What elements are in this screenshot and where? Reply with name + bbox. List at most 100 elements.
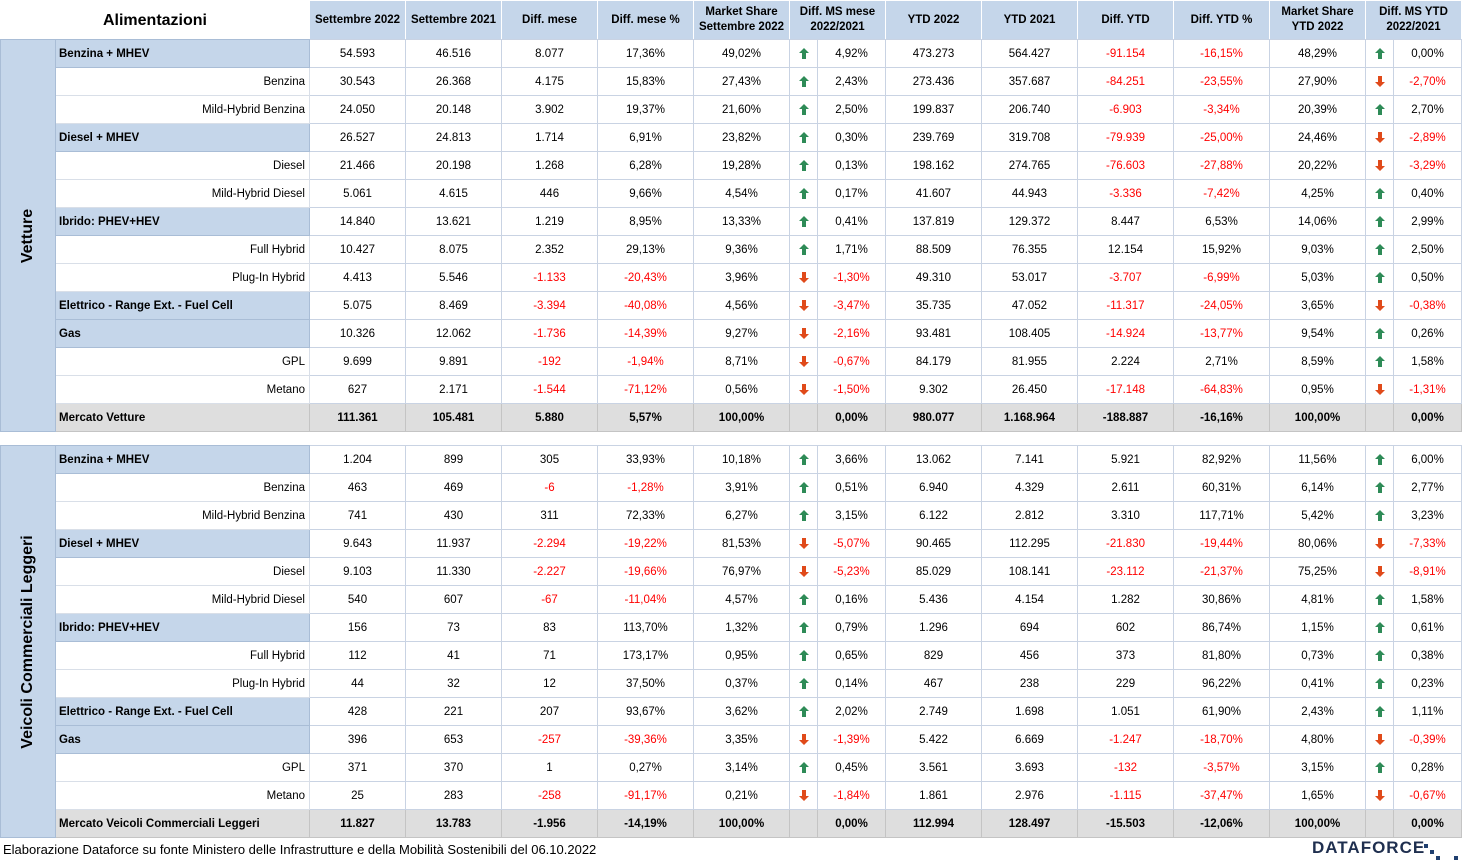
table-row: Plug-In Hybrid 4.413 5.546 -1.133 -20,43% 3,9…: [1, 263, 1462, 292]
column-header: Alimentazioni Settembre 2022 Settembre 20…: [0, 0, 1462, 40]
trend-cell: [1365, 291, 1394, 320]
value-cell: 4,25%: [1269, 179, 1366, 208]
value-cell: 0,37%: [693, 669, 790, 698]
value-cell: -67: [501, 585, 598, 614]
value-cell: -13,77%: [1173, 319, 1270, 348]
column-header-cell: Diff. mese %: [597, 0, 694, 40]
arrow-up-icon: [1374, 649, 1385, 661]
column-header-text: YTD 2021: [1003, 13, 1056, 26]
arrow-down-icon: [798, 299, 809, 311]
table-row: Metano 627 2.171 -1.544 -71,12% 0,56% -1,50% 9.…: [1, 375, 1462, 404]
value-cell: 5.436: [885, 585, 982, 614]
value-cell: 273.436: [885, 67, 982, 96]
value-cell: -5,23%: [817, 557, 886, 586]
value-cell: 13.062: [885, 445, 982, 474]
value-cell: 540: [309, 585, 406, 614]
table-row: Mild-Hybrid Benzina 741 430 311 72,33% 6,27% 3…: [1, 501, 1462, 530]
arrow-up-icon: [1374, 677, 1385, 689]
value-cell: 5.880: [501, 403, 598, 432]
value-cell: 46.516: [405, 39, 502, 68]
value-cell: 6.122: [885, 501, 982, 530]
value-cell: 2.171: [405, 375, 502, 404]
value-cell: 446: [501, 179, 598, 208]
value-cell: 6,14%: [1269, 473, 1366, 502]
arrow-up-icon: [798, 621, 809, 633]
trend-cell: [789, 529, 818, 558]
column-header-cell: Settembre 2022: [309, 0, 406, 40]
value-cell: 627: [309, 375, 406, 404]
value-cell: -1.544: [501, 375, 598, 404]
table-row: Gas 396 653 -257 -39,36% 3,35% -1,39% 5.422 6.66…: [1, 725, 1462, 754]
value-cell: 5,57%: [597, 403, 694, 432]
trend-cell: [789, 179, 818, 208]
arrow-up-icon: [1374, 103, 1385, 115]
trend-cell: [789, 403, 818, 432]
value-cell: 741: [309, 501, 406, 530]
value-cell: 1.698: [981, 697, 1078, 726]
value-cell: -0,39%: [1393, 725, 1462, 754]
value-cell: -1,39%: [817, 725, 886, 754]
column-header-text: Diff. mese %: [611, 13, 680, 26]
value-cell: 12.062: [405, 319, 502, 348]
table-row: Benzina 463 469 -6 -1,28% 3,91% 0,51% 6.940 4.32…: [1, 473, 1462, 502]
value-cell: 4,80%: [1269, 725, 1366, 754]
value-cell: -1.247: [1077, 725, 1174, 754]
arrow-up-icon: [1374, 481, 1385, 493]
table-row: Elettrico - Range Ext. - Fuel Cell 428 221…: [1, 697, 1462, 726]
value-cell: -16,16%: [1173, 403, 1270, 432]
value-cell: 3,96%: [693, 263, 790, 292]
arrow-down-icon: [798, 355, 809, 367]
value-cell: 3,15%: [817, 501, 886, 530]
value-cell: 3,15%: [1269, 753, 1366, 782]
value-cell: 373: [1077, 641, 1174, 670]
value-cell: 4.413: [309, 263, 406, 292]
value-cell: 653: [405, 725, 502, 754]
value-cell: -11,04%: [597, 585, 694, 614]
value-cell: -5,07%: [817, 529, 886, 558]
value-cell: 1,58%: [1393, 347, 1462, 376]
value-cell: 0,00%: [817, 403, 886, 432]
value-cell: -1,94%: [597, 347, 694, 376]
table-row: GPL 371 370 1 0,27% 3,14% 0,45% 3.561 3.693 -132-…: [1, 753, 1462, 782]
table-row: Mercato Vetture 111.361 105.481 5.880 5,57% 1…: [1, 403, 1462, 432]
value-cell: 0,30%: [817, 123, 886, 152]
value-cell: 14,06%: [1269, 207, 1366, 236]
value-cell: 13.783: [405, 809, 502, 838]
arrow-up-icon: [1374, 271, 1385, 283]
column-header-text: 2022/2021: [810, 21, 865, 33]
value-cell: 1: [501, 753, 598, 782]
value-cell: 4,92%: [817, 39, 886, 68]
row-label: Ibrido: PHEV+HEV: [55, 613, 310, 642]
column-header-text: 2022/2021: [1386, 21, 1441, 33]
row-label: Diesel + MHEV: [55, 529, 310, 558]
value-cell: -1,31%: [1393, 375, 1462, 404]
value-cell: 13.621: [405, 207, 502, 236]
value-cell: 3,14%: [693, 753, 790, 782]
value-cell: 0,13%: [817, 151, 886, 180]
arrow-up-icon: [798, 453, 809, 465]
value-cell: 4,57%: [693, 585, 790, 614]
value-cell: 274.765: [981, 151, 1078, 180]
arrow-up-icon: [798, 103, 809, 115]
value-cell: 37,50%: [597, 669, 694, 698]
value-cell: 3,23%: [1393, 501, 1462, 530]
table-row: Diesel 21.466 20.198 1.268 6,28% 19,28% 0,13% 1…: [1, 151, 1462, 180]
column-header-cell: YTD 2022: [885, 0, 982, 40]
value-cell: 456: [981, 641, 1078, 670]
value-cell: 88.509: [885, 235, 982, 264]
value-cell: -1.736: [501, 319, 598, 348]
value-cell: 82,92%: [1173, 445, 1270, 474]
trend-cell: [1365, 263, 1394, 292]
value-cell: 463: [309, 473, 406, 502]
value-cell: 0,00%: [817, 809, 886, 838]
trend-cell: [789, 613, 818, 642]
row-label: Benzina + MHEV: [55, 445, 310, 474]
table-row: Mild-Hybrid Diesel 5.061 4.615 446 9,66% 4,54…: [1, 179, 1462, 208]
value-cell: 0,61%: [1393, 613, 1462, 642]
value-cell: -19,22%: [597, 529, 694, 558]
row-label: Elettrico - Range Ext. - Fuel Cell: [55, 291, 310, 320]
column-header-text: Settembre 2022: [314, 13, 401, 26]
trend-cell: [789, 235, 818, 264]
arrow-up-icon: [798, 509, 809, 521]
value-cell: 30,86%: [1173, 585, 1270, 614]
